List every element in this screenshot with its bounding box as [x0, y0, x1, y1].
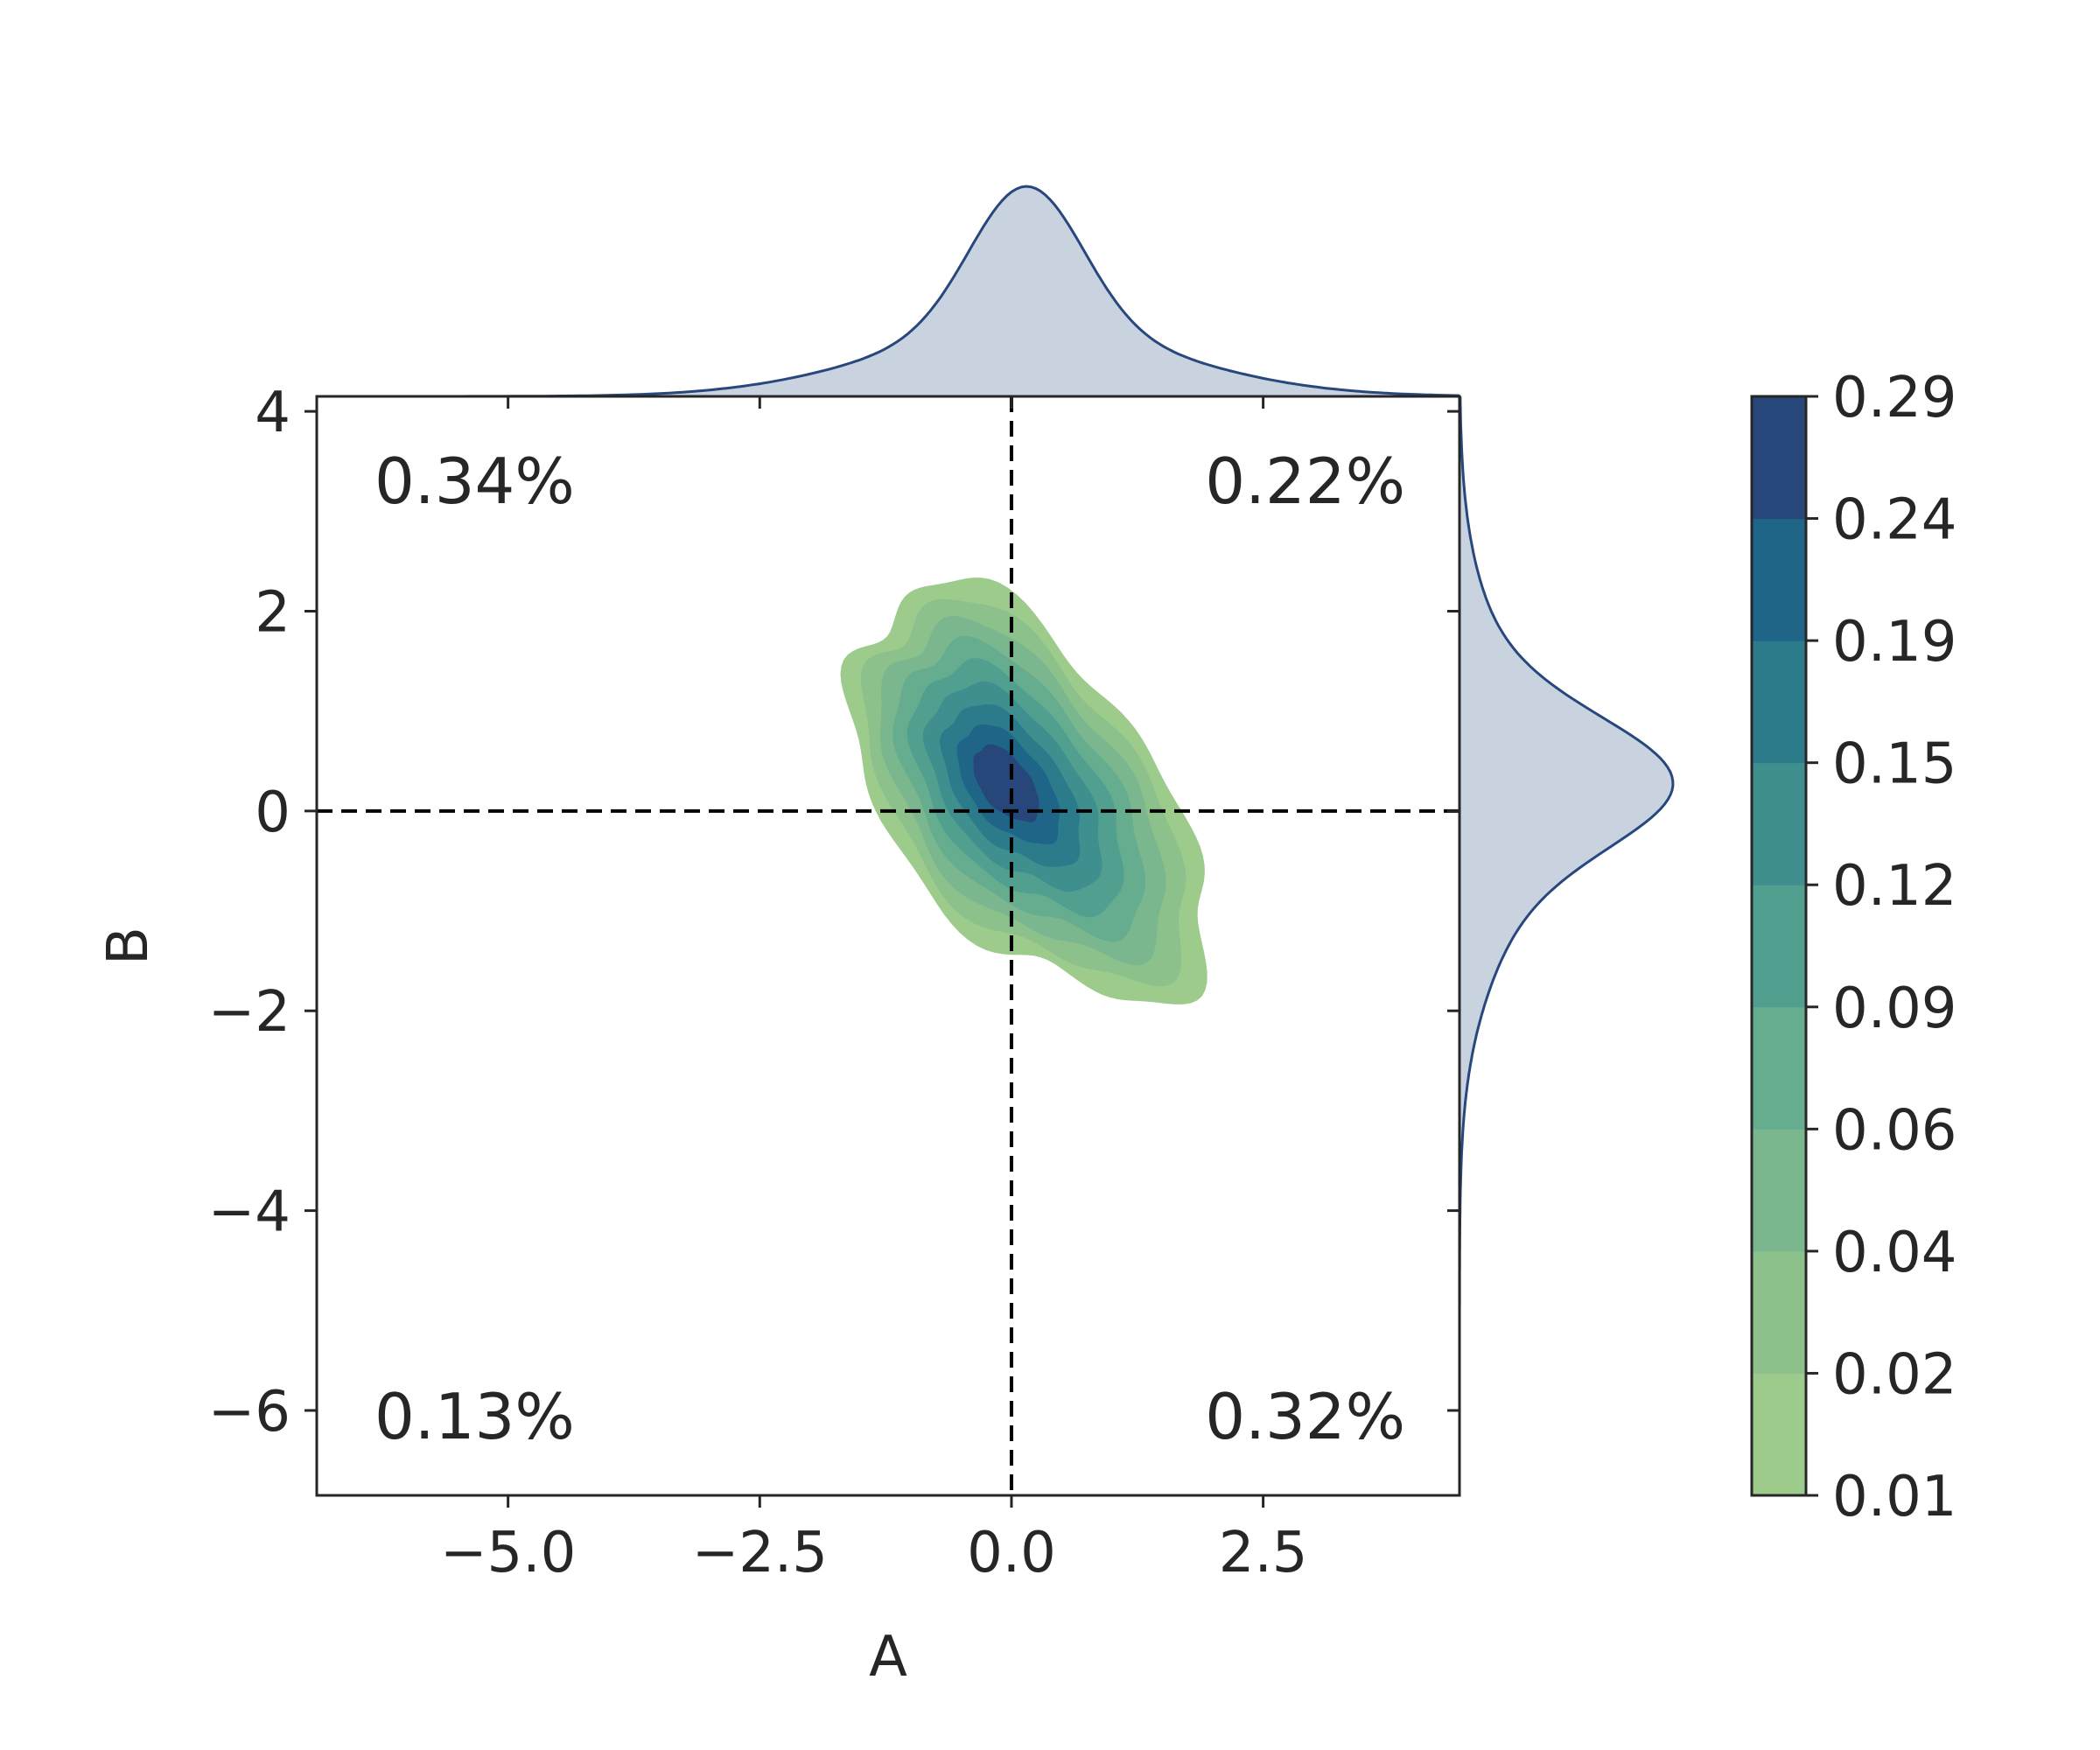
- colorbar-segment: [1752, 640, 1806, 764]
- quadrant-label-bottom-right: 0.32%: [1205, 1380, 1405, 1453]
- x-axis-label: A: [869, 1625, 907, 1690]
- colorbar-segment: [1752, 1129, 1806, 1252]
- density-contours: [840, 578, 1208, 1004]
- y-tick-label: 2: [255, 580, 290, 645]
- x-tick-label: −2.5: [692, 1521, 828, 1586]
- y-marginal-density-fill: [1460, 396, 1673, 1495]
- y-axis-ticks: 4 2 0 −2 −4 −6: [208, 381, 1460, 1445]
- colorbar-segment: [1752, 518, 1806, 641]
- x-tick-label: 0.0: [967, 1521, 1056, 1586]
- colorbar-tick-label: 0.24: [1832, 488, 1957, 553]
- plot-frame: [315, 395, 1461, 1497]
- colorbar-tick-label: 0.29: [1832, 366, 1957, 430]
- colorbar-segment: [1752, 396, 1806, 520]
- colorbar: 0.01 0.02 0.04 0.06 0.09 0.12 0.15 0.19 0.24 0.29: [1750, 366, 1957, 1530]
- colorbar-segment: [1752, 1373, 1806, 1496]
- colorbar-tick-label: 0.15: [1832, 732, 1957, 797]
- colorbar-tick-label: 0.02: [1832, 1342, 1957, 1407]
- density-level-9: [973, 744, 1040, 822]
- y-axis-label: B: [96, 927, 161, 965]
- colorbar-segment: [1752, 1250, 1806, 1374]
- colorbar-tick-label: 0.01: [1832, 1465, 1957, 1530]
- colorbar-tick-label: 0.12: [1832, 854, 1957, 919]
- colorbar-tick-label: 0.04: [1832, 1221, 1957, 1285]
- y-tick-label: −4: [208, 1180, 290, 1245]
- y-tick-label: 0: [255, 780, 290, 845]
- y-tick-label: 4: [255, 381, 290, 445]
- colorbar-segment: [1752, 1006, 1806, 1130]
- colorbar-frame: [1750, 395, 1808, 1497]
- x-axis-ticks: −5.0 −2.5 0.0 2.5: [440, 396, 1308, 1586]
- x-marginal-density-fill: [317, 186, 1460, 396]
- x-tick-label: −5.0: [440, 1521, 576, 1586]
- x-tick-label: 2.5: [1219, 1521, 1308, 1586]
- quadrant-label-bottom-left: 0.13%: [374, 1380, 575, 1453]
- y-tick-label: −2: [208, 980, 290, 1045]
- colorbar-segment: [1752, 885, 1806, 1008]
- colorbar-segment: [1752, 762, 1806, 886]
- colorbar-tick-label: 0.09: [1832, 976, 1957, 1041]
- colorbar-tick-label: 0.06: [1832, 1098, 1957, 1163]
- quadrant-label-top-right: 0.22%: [1205, 444, 1405, 518]
- colorbar-tick-label: 0.19: [1832, 610, 1957, 675]
- y-tick-label: −6: [208, 1380, 290, 1445]
- quadrant-label-top-left: 0.34%: [374, 444, 575, 518]
